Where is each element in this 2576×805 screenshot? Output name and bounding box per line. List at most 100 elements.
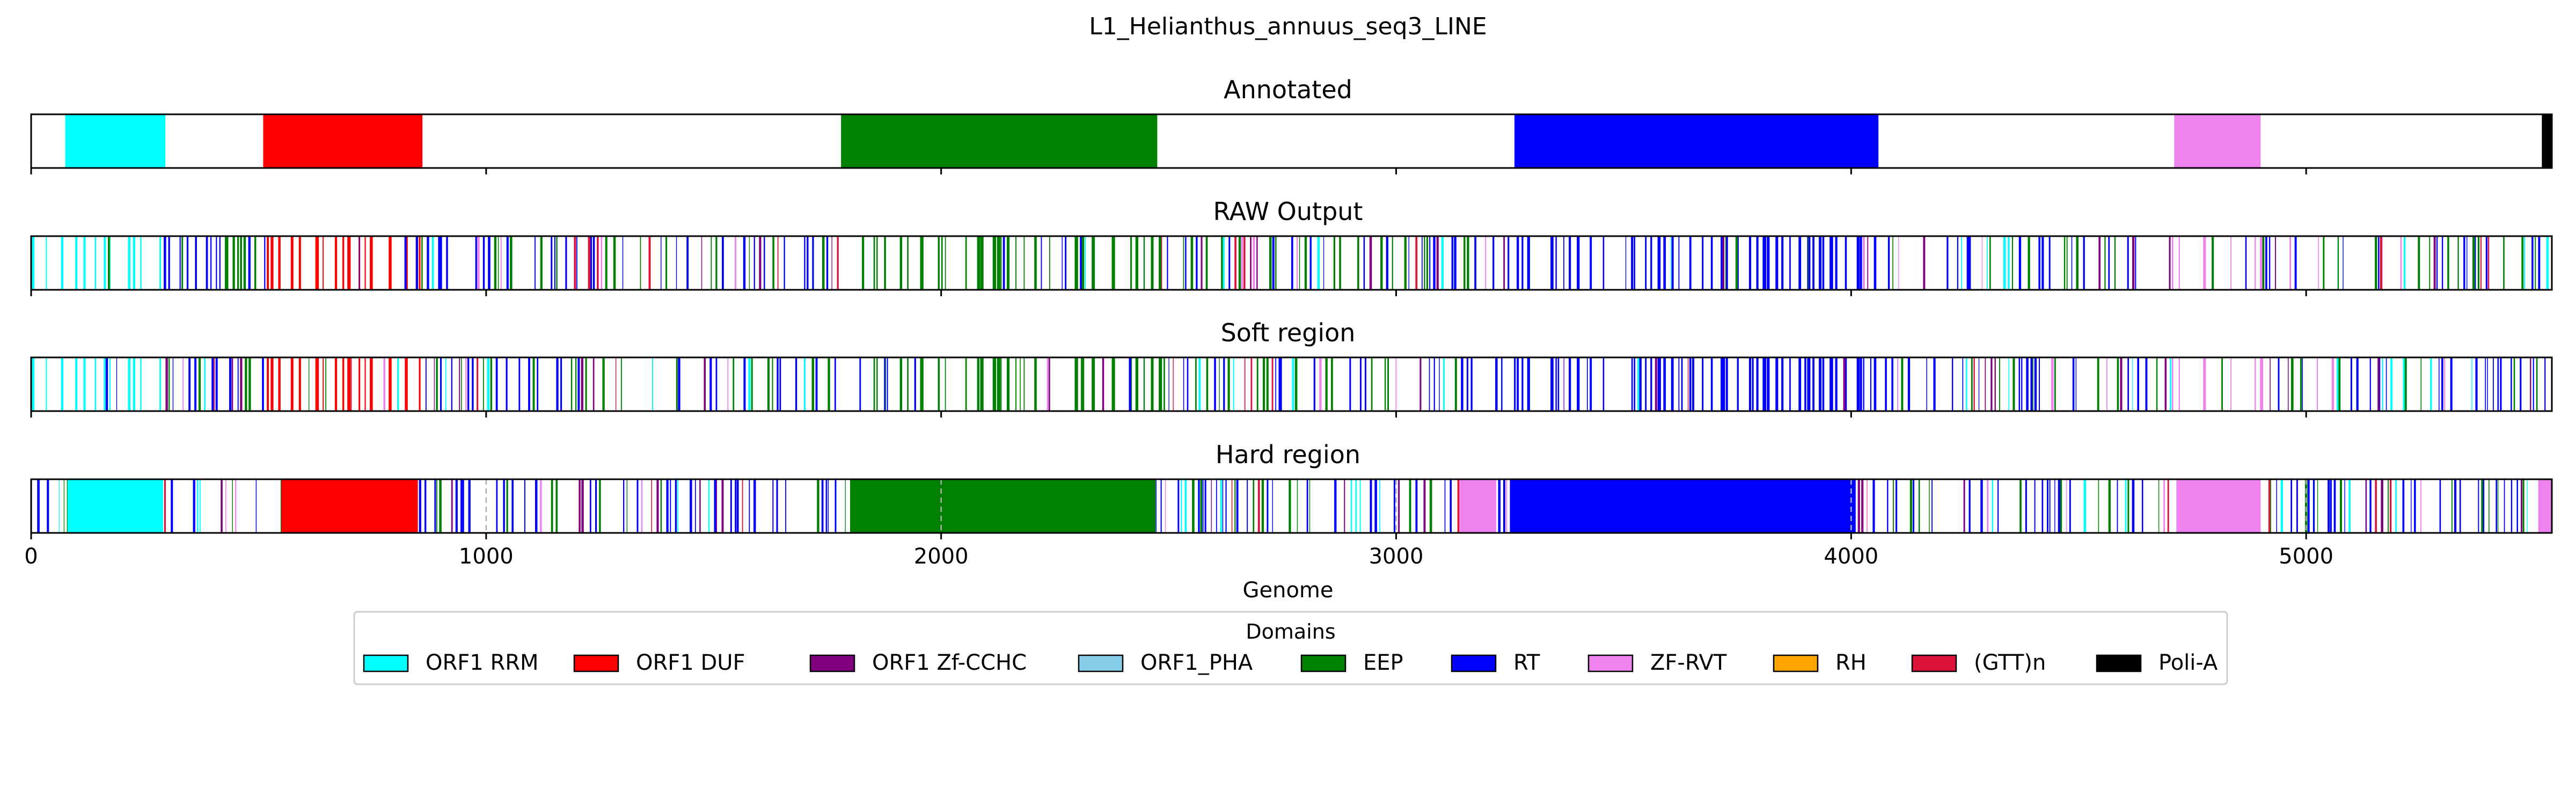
segment-stripe <box>140 357 142 411</box>
segment-stripe <box>759 236 762 290</box>
segment-stripe <box>467 357 470 411</box>
segment-stripe <box>1261 479 1264 533</box>
segment-stripe <box>2108 236 2110 290</box>
legend-swatch <box>1300 654 1346 672</box>
segment-stripe <box>1863 357 1864 411</box>
segment-stripe <box>686 236 689 290</box>
segment-stripe <box>1454 357 1457 411</box>
legend-label: ZF-RVT <box>1650 650 1727 675</box>
segment-stripe <box>37 479 40 533</box>
segment-stripe <box>2289 236 2292 290</box>
segment-stripe <box>1659 357 1661 411</box>
segment-stripe <box>2066 479 2067 533</box>
segment-stripe <box>1990 357 1993 411</box>
segment-stripe <box>1357 236 1359 290</box>
segment-stripe <box>1046 357 1049 411</box>
segment-stripe <box>1867 479 1868 533</box>
segment-stripe <box>2098 479 2099 533</box>
segment-stripe <box>1926 357 1927 411</box>
segment-stripe <box>2365 479 2367 533</box>
segment-stripe <box>440 236 442 290</box>
segment-stripe <box>225 479 226 533</box>
segment-orf1-duf <box>281 479 418 533</box>
segment-stripe <box>1721 236 1724 290</box>
segment-stripe <box>1507 236 1510 290</box>
segment-stripe <box>164 236 166 290</box>
segment-stripe <box>364 357 366 411</box>
segment-stripe <box>876 236 878 290</box>
segment-stripe <box>434 357 435 411</box>
segment-stripe <box>1363 236 1365 290</box>
segment-stripe <box>1000 357 1002 411</box>
legend-swatch <box>573 654 619 672</box>
segment-stripe <box>221 479 223 533</box>
segment-stripe <box>602 357 605 411</box>
segment-stripe <box>690 479 692 533</box>
segment-stripe <box>1563 236 1564 290</box>
segment-stripe <box>670 479 671 533</box>
segment-stripe <box>2172 236 2174 290</box>
segment-stripe <box>1221 236 1223 290</box>
segment-stripe <box>2083 236 2085 290</box>
segment-stripe <box>323 357 324 411</box>
segment-stripe <box>1931 479 1933 533</box>
segment-stripe <box>636 479 639 533</box>
segment-stripe <box>436 357 438 411</box>
segment-stripe <box>1989 236 1991 290</box>
segment-stripe <box>714 479 716 533</box>
panel-hard-region: Hard region 0 1000 2000 3000 4000 5000 <box>24 440 2553 569</box>
segment-stripe <box>1650 236 1652 290</box>
segment-stripe <box>2058 479 2061 533</box>
segment-stripe <box>1238 236 1241 290</box>
segment-stripe <box>290 357 294 411</box>
segment-stripe <box>1331 357 1333 411</box>
segment-stripe <box>1223 236 1225 290</box>
segment-stripe <box>2378 236 2380 290</box>
segment-stripe <box>1968 236 1971 290</box>
segment-eep <box>841 114 1158 168</box>
segment-stripe <box>2221 357 2223 411</box>
segment-stripe <box>920 236 924 290</box>
segment-stripe <box>2323 236 2325 290</box>
segment-stripe <box>1309 236 1312 290</box>
segment-stripe <box>1555 236 1557 290</box>
segment-stripe <box>1291 236 1293 290</box>
segment-stripe <box>2369 479 2372 533</box>
segment-stripe <box>1752 357 1754 411</box>
segment-stripe <box>240 236 242 290</box>
segment-stripe <box>1872 479 1875 533</box>
segment-stripe <box>2041 479 2044 533</box>
segment-stripe <box>1296 236 1298 290</box>
legend-label: ORF1 RRM <box>426 650 539 675</box>
segment-stripe <box>1216 479 1217 533</box>
segment-stripe <box>1196 236 1198 290</box>
segment-stripe <box>1912 479 1915 533</box>
segment-stripe <box>1415 236 1418 290</box>
segment-stripe <box>2135 236 2136 290</box>
segment-stripe <box>1292 357 1294 411</box>
segment-stripe <box>1822 357 1825 411</box>
segment-stripe <box>749 236 750 290</box>
legend-entry-orf1-rrm: ORF1 RRM <box>363 650 539 675</box>
segment-stripe <box>206 236 208 290</box>
segment-stripe <box>599 479 601 533</box>
segment-stripe <box>2120 357 2123 411</box>
segment-stripe <box>342 236 345 290</box>
segment-stripe <box>2117 357 2119 411</box>
segment-stripe <box>264 236 266 290</box>
segment-stripe <box>1501 357 1503 411</box>
segment-stripe <box>997 357 1001 411</box>
segment-stripe <box>2536 357 2538 411</box>
segment-stripe <box>1236 479 1239 533</box>
segment-stripe <box>524 479 525 533</box>
legend-title: Domains <box>1246 620 1335 643</box>
segment-stripe <box>2546 236 2549 290</box>
segment-stripe <box>1006 236 1010 290</box>
segment-stripe <box>815 357 818 411</box>
segment-stripe <box>2521 236 2524 290</box>
segment-stripe <box>2485 357 2486 411</box>
segment-stripe <box>419 236 421 290</box>
segment-stripe <box>511 479 514 533</box>
segment-stripe <box>1234 236 1237 290</box>
segment-stripe <box>777 357 779 411</box>
